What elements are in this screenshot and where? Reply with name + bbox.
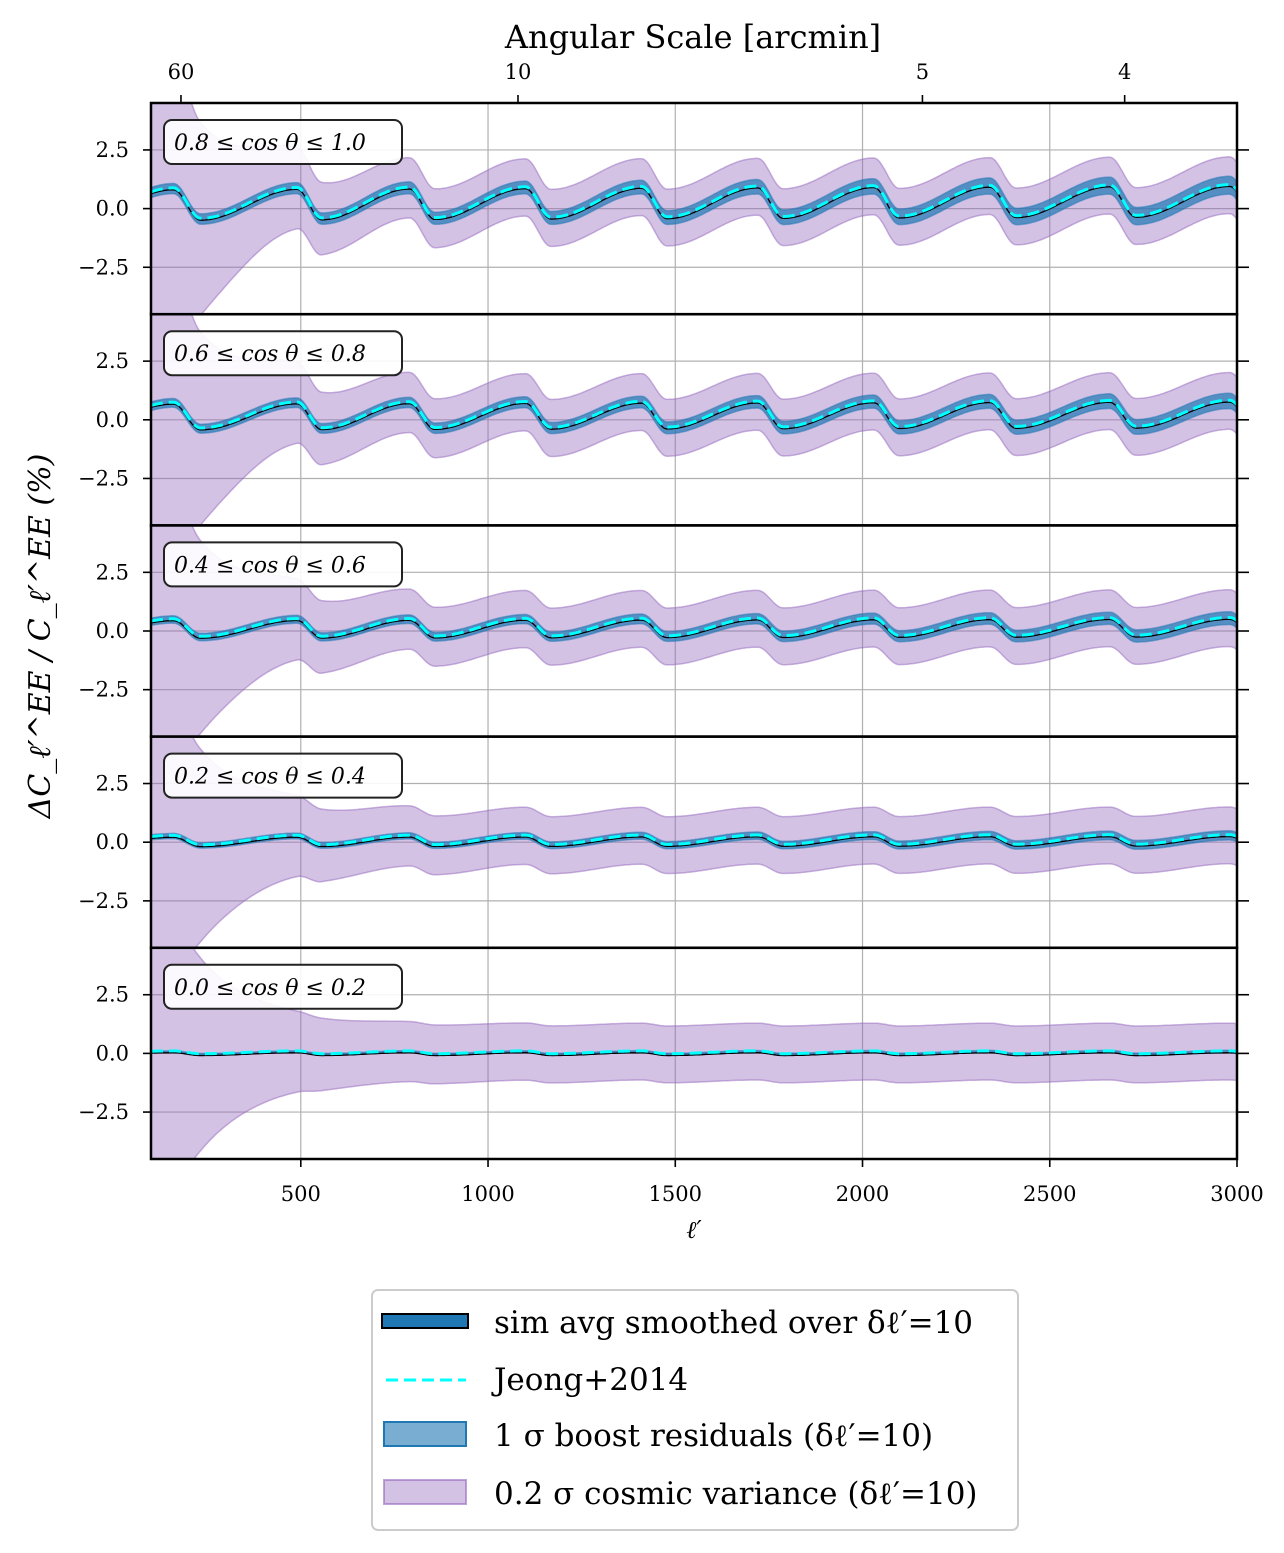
- jeong-2014-line: [151, 833, 1237, 847]
- panels: 2.5 0.0 −2.5 0.8 ≤ cos θ ≤ 1.0 2.5 0.0 −2.5 0.6…: [78, 101, 1249, 1161]
- y-tick-label: −2.5: [78, 889, 129, 913]
- legend-label-boost: 1 σ boost residuals (δℓ′=10): [494, 1418, 933, 1454]
- legend-item-sim-avg: sim avg smoothed over δℓ′=10: [381, 1305, 973, 1341]
- legend-label-cosmic: 0.2 σ cosmic variance (δℓ′=10): [494, 1476, 978, 1512]
- y-tick-label: 2.5: [96, 772, 129, 796]
- y-tick-label: −2.5: [78, 466, 129, 490]
- x-tick-label: 3000: [1210, 1182, 1263, 1206]
- jeong-2014-line: [151, 1049, 1237, 1056]
- panel-plot-area: [151, 736, 1237, 948]
- sim-avg-line: [151, 1052, 1237, 1057]
- panel-3: 2.5 0.0 −2.5 0.2 ≤ cos θ ≤ 0.4: [78, 735, 1249, 950]
- legend-swatch-sim-avg: [381, 1313, 469, 1329]
- y-tick-label: 2.5: [96, 349, 129, 373]
- jeong-2014-line: [151, 183, 1237, 220]
- panel-label-frame: [163, 330, 403, 377]
- legend-label-jeong: Jeong+2014: [491, 1362, 688, 1398]
- panel-label-box: 0.6 ≤ cos θ ≤ 0.8: [163, 330, 403, 377]
- x-tick-label: 2500: [1023, 1182, 1076, 1206]
- y-tick-label: 0.0: [96, 830, 129, 854]
- y-tick-label: 0.0: [96, 619, 129, 643]
- legend-swatch-boost: [383, 1421, 467, 1447]
- panel-label-box: 0.8 ≤ cos θ ≤ 1.0: [163, 119, 403, 165]
- panel-label-frame: [163, 963, 403, 1010]
- panel-2: 2.5 0.0 −2.5 0.4 ≤ cos θ ≤ 0.6: [78, 524, 1249, 738]
- x-tick-label: 2000: [836, 1182, 889, 1206]
- legend-item-jeong: Jeong+2014: [386, 1362, 688, 1398]
- panel-0: 2.5 0.0 −2.5 0.8 ≤ cos θ ≤ 1.0: [78, 101, 1249, 316]
- top-tick-label: 10: [505, 60, 532, 84]
- top-axis-title: Angular Scale [arcmin]: [504, 18, 881, 56]
- panel-plot-area: [151, 314, 1237, 526]
- panel-label-text: 0.2 ≤ cos θ ≤ 0.4: [174, 765, 366, 790]
- panel-label-frame: [163, 119, 403, 165]
- top-tick-label: 5: [916, 60, 929, 84]
- y-tick-label: 2.5: [96, 138, 129, 162]
- top-tick-label: 60: [168, 60, 195, 84]
- panel-label-box: 0.4 ≤ cos θ ≤ 0.6: [163, 541, 403, 588]
- legend: sim avg smoothed over δℓ′=10 Jeong+2014 …: [371, 1289, 1019, 1531]
- boost-residual-band: [151, 392, 1237, 436]
- y-axis-label: ΔC_ℓ′^EE / C_ℓ′^EE (%): [23, 454, 58, 820]
- panel-label-text: 0.4 ≤ cos θ ≤ 0.6: [174, 553, 366, 578]
- panel-label-frame: [163, 752, 403, 799]
- y-tick-label: 0.0: [96, 197, 129, 221]
- y-tick-label: −2.5: [78, 678, 129, 702]
- top-axis-ticks: 60 10 5 4: [168, 60, 1131, 103]
- sim-avg-line: [151, 185, 1237, 221]
- bottom-axis: 500 1000 1500 2000 2500 3000: [281, 1159, 1264, 1206]
- panel-label-box: 0.0 ≤ cos θ ≤ 0.2: [163, 963, 403, 1010]
- jeong-2014-line: [151, 616, 1237, 638]
- sim-avg-line: [151, 835, 1237, 848]
- y-tick-label: 0.0: [96, 1041, 129, 1065]
- panel-label-text: 0.8 ≤ cos θ ≤ 1.0: [174, 131, 366, 156]
- sim-avg-line: [151, 618, 1237, 639]
- legend-swatch-cosmic: [383, 1479, 467, 1505]
- y-tick-label: 2.5: [96, 560, 129, 584]
- legend-label-sim-avg: sim avg smoothed over δℓ′=10: [494, 1305, 973, 1341]
- legend-item-cosmic: 0.2 σ cosmic variance (δℓ′=10): [383, 1476, 978, 1512]
- panel-plot-area: [151, 103, 1237, 315]
- panel-plot-area: [151, 525, 1237, 737]
- x-tick-label: 500: [281, 1182, 321, 1206]
- panel-label-text: 0.0 ≤ cos θ ≤ 0.2: [174, 976, 366, 1001]
- panel-1: 2.5 0.0 −2.5 0.6 ≤ cos θ ≤ 0.8: [78, 312, 1249, 527]
- y-tick-label: 2.5: [96, 983, 129, 1007]
- panel-label-frame: [163, 541, 403, 588]
- panel-plot-area: [151, 947, 1237, 1159]
- panel-label-box: 0.2 ≤ cos θ ≤ 0.4: [163, 752, 403, 799]
- legend-item-boost: 1 σ boost residuals (δℓ′=10): [383, 1418, 933, 1454]
- sim-avg-line: [151, 401, 1237, 431]
- legend-box: [371, 1289, 1019, 1531]
- jeong-2014-line: [151, 398, 1237, 430]
- x-tick-label: 1000: [461, 1182, 514, 1206]
- x-tick-label: 1500: [649, 1182, 702, 1206]
- x-axis-label: ℓ′: [686, 1216, 702, 1244]
- top-tick-label: 4: [1118, 60, 1131, 84]
- y-tick-label: 0.0: [96, 408, 129, 432]
- panel-label-text: 0.6 ≤ cos θ ≤ 0.8: [174, 342, 366, 367]
- panel-4: 2.5 0.0 −2.5 0.0 ≤ cos θ ≤ 0.2: [78, 946, 1249, 1161]
- y-tick-label: −2.5: [78, 255, 129, 279]
- boost-residual-band: [151, 175, 1237, 226]
- y-tick-label: −2.5: [78, 1100, 129, 1124]
